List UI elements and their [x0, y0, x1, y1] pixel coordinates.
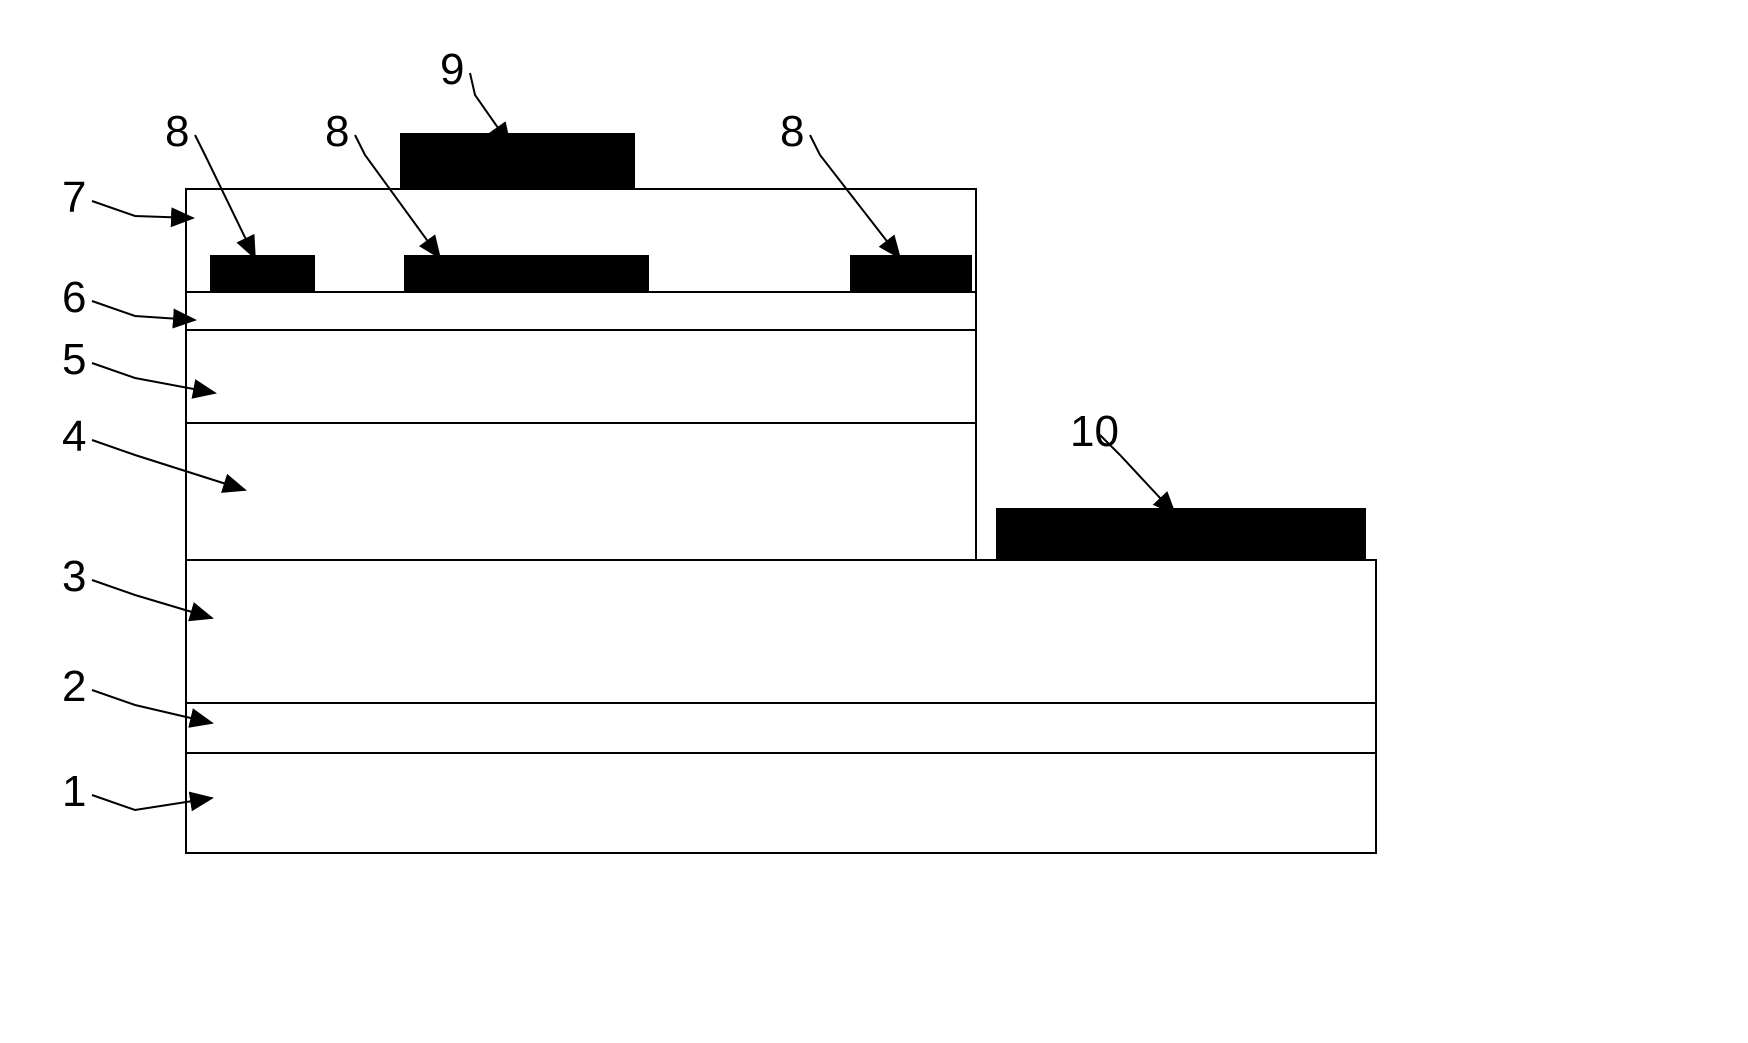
label-4: 4 [62, 412, 86, 461]
layer-6 [186, 292, 976, 330]
block-8a [210, 255, 315, 293]
label-8: 8 [325, 107, 349, 156]
label-5: 5 [62, 335, 86, 384]
block-9 [400, 133, 635, 190]
block-8c [850, 255, 972, 293]
label-10: 10 [1070, 407, 1119, 456]
label-1: 1 [62, 767, 86, 816]
label-7: 7 [62, 173, 86, 222]
layer-5 [186, 330, 976, 423]
label-8: 8 [165, 107, 189, 156]
layer-1 [186, 753, 1376, 853]
label-9: 9 [440, 45, 464, 94]
diagram-canvas: 1 2 3 4 5 6 7 8 8 8 9 10 [0, 0, 1748, 1043]
label-3: 3 [62, 552, 86, 601]
layer-3 [186, 560, 1376, 703]
leader-line-6 [92, 301, 195, 320]
label-8: 8 [780, 107, 804, 156]
block-10 [996, 508, 1366, 560]
layer-2 [186, 703, 1376, 753]
diagram-svg: 1 2 3 4 5 6 7 8 8 8 9 10 [0, 0, 1748, 1043]
block-8b [404, 255, 649, 293]
leader-line-7 [92, 201, 193, 218]
layer-4 [186, 423, 976, 560]
label-6: 6 [62, 273, 86, 322]
label-2: 2 [62, 662, 86, 711]
